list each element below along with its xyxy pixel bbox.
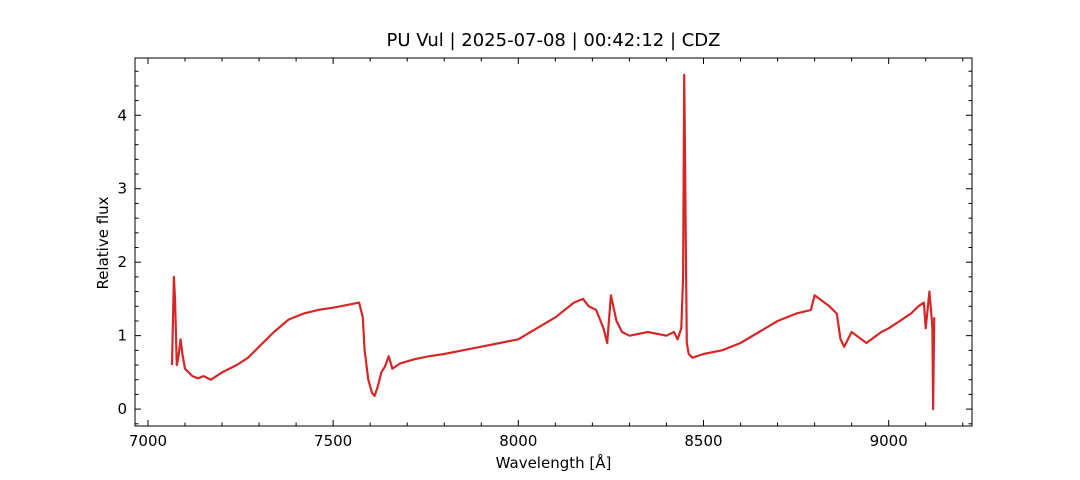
y-axis-label: Relative flux bbox=[94, 196, 112, 290]
x-tick-label: 7000 bbox=[129, 432, 167, 450]
plot-frame bbox=[134, 57, 973, 427]
y-tick-label: 4 bbox=[117, 106, 127, 124]
chart-title: PU Vul | 2025-07-08 | 00:42:12 | CDZ bbox=[386, 30, 721, 51]
x-tick-label: 8500 bbox=[684, 432, 722, 450]
y-tick-label: 0 bbox=[117, 400, 127, 418]
series-line-flux bbox=[170, 73, 936, 411]
x-tick-label: 9000 bbox=[870, 432, 908, 450]
x-tick-label: 8000 bbox=[499, 432, 537, 450]
x-tick-label: 7500 bbox=[314, 432, 352, 450]
y-tick-label: 2 bbox=[117, 253, 127, 271]
x-axis-label: Wavelength [Å] bbox=[495, 454, 612, 472]
y-tick-label: 3 bbox=[117, 180, 127, 198]
y-tick-label: 1 bbox=[117, 327, 127, 345]
